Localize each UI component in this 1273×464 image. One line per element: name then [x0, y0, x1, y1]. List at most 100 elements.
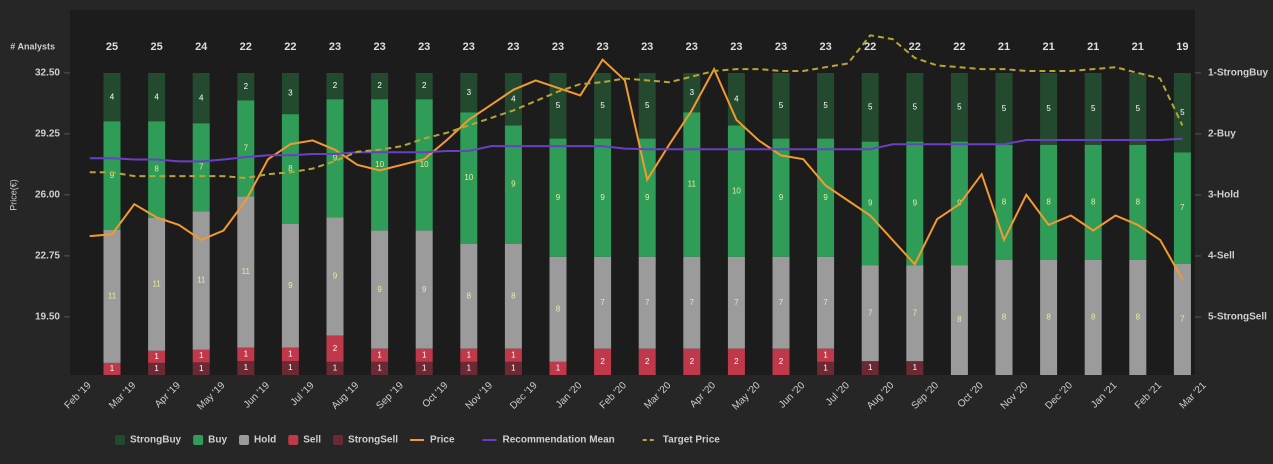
legend-label: StrongSell — [348, 435, 398, 446]
x-tick-label: Jun '20 — [777, 380, 808, 411]
bar-value: 7 — [734, 298, 739, 307]
bar-value: 11 — [152, 280, 161, 289]
y2-tick-label: 5-StrongSell — [1208, 312, 1267, 323]
legend-label: Buy — [208, 435, 227, 446]
bar-value: 1 — [556, 364, 561, 373]
x-tick-label: Jul '19 — [289, 380, 317, 408]
bar-value: 5 — [1180, 108, 1185, 117]
bar-segment — [906, 265, 924, 362]
analyst-count: 23 — [552, 41, 564, 53]
y-tick-label: 29.25 — [35, 128, 60, 139]
legend-label: Hold — [254, 435, 276, 446]
bar-segment — [326, 99, 344, 218]
bar-value: 8 — [467, 291, 472, 300]
analyst-count: 23 — [686, 41, 698, 53]
bar-value: 9 — [913, 199, 918, 208]
y-axis-title: Price(€) — [8, 179, 18, 211]
analyst-count: 23 — [418, 41, 430, 53]
x-tick-label: Dec '19 — [508, 380, 540, 412]
bar-segment — [371, 230, 389, 349]
bar-segment — [772, 348, 790, 375]
x-tick-label: Sep '20 — [910, 380, 942, 412]
bar-segment — [861, 265, 879, 362]
bar-segment — [192, 362, 210, 375]
bar-segment — [326, 73, 344, 100]
bar-segment — [460, 348, 478, 362]
bar-segment — [906, 141, 924, 266]
bar-value: 7 — [1180, 203, 1185, 212]
y-tick-label: 32.50 — [35, 68, 60, 79]
bar-value: 8 — [556, 304, 561, 313]
bar-value: 10 — [375, 160, 384, 169]
bar-segment — [504, 348, 522, 362]
bar-value: 4 — [199, 93, 204, 102]
x-tick-label: Mar '21 — [1178, 380, 1209, 411]
bar-value: 1 — [913, 363, 918, 372]
y-tick-label: 19.50 — [35, 311, 60, 322]
bar-value: 10 — [464, 173, 473, 182]
bar-segment — [148, 217, 166, 351]
bar-value: 9 — [556, 193, 561, 202]
bar-segment — [1129, 144, 1147, 260]
bar-value: 7 — [244, 144, 249, 153]
legend-label: StrongBuy — [130, 435, 182, 446]
bar-segment — [549, 256, 567, 362]
analyst-count: 23 — [730, 41, 742, 53]
bar-value: 2 — [333, 81, 338, 90]
bar-segment — [192, 123, 210, 212]
bar-segment — [103, 73, 121, 122]
bar-segment — [1173, 73, 1191, 153]
analyst-count: 22 — [864, 41, 876, 53]
bar-segment — [772, 138, 790, 257]
x-tick-label: Jan '21 — [1089, 380, 1120, 411]
bar-value: 5 — [600, 101, 605, 110]
bar-segment — [371, 99, 389, 231]
bar-segment — [995, 73, 1013, 145]
legend-swatch — [193, 435, 204, 445]
bar-value: 2 — [600, 357, 605, 366]
bar-value: 1 — [422, 350, 427, 359]
bar-segment — [148, 362, 166, 375]
bar-segment — [950, 73, 968, 142]
x-tick-label: Apr '20 — [688, 380, 718, 410]
bar-value: 9 — [645, 193, 650, 202]
bar-value: 1 — [333, 364, 338, 373]
analyst-count: 24 — [195, 41, 208, 53]
bar-segment — [192, 211, 210, 350]
bar-value: 2 — [779, 357, 784, 366]
bar-value: 1 — [288, 350, 293, 359]
bar-segment — [460, 361, 478, 375]
analyst-count: 21 — [998, 41, 1010, 53]
bar-segment — [148, 350, 166, 363]
bar-segment — [683, 348, 701, 375]
bar-segment — [237, 100, 255, 197]
bar-value: 5 — [913, 102, 918, 111]
bar-value: 8 — [288, 164, 293, 173]
bar-value: 9 — [868, 199, 873, 208]
legend-label: Sell — [303, 435, 321, 446]
x-tick-label: Aug '20 — [865, 380, 897, 412]
bar-segment — [192, 73, 210, 124]
bar-segment — [1040, 259, 1058, 375]
bar-value: 9 — [288, 281, 293, 290]
bar-segment — [594, 138, 612, 257]
bar-value: 7 — [1180, 314, 1185, 323]
bar-value: 1 — [377, 364, 382, 373]
bar-segment — [281, 73, 299, 115]
analyst-count: 22 — [909, 41, 921, 53]
x-tick-label: Feb '19 — [63, 380, 94, 411]
bar-value: 5 — [1136, 104, 1141, 113]
bar-segment — [1129, 259, 1147, 375]
bar-value: 2 — [645, 357, 650, 366]
bar-value: 1 — [244, 350, 249, 359]
bar-segment — [549, 361, 567, 375]
bar-value: 10 — [420, 160, 429, 169]
bar-segment — [415, 348, 433, 362]
bar-segment — [460, 243, 478, 349]
line-series — [89, 34, 1184, 180]
bar-segment — [237, 196, 255, 348]
bar-segment — [638, 348, 656, 375]
bar-value: 1 — [467, 364, 472, 373]
